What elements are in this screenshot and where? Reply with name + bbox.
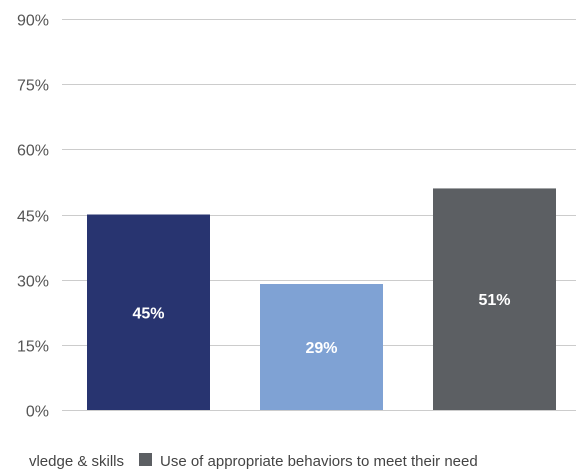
bar <box>260 284 383 410</box>
y-tick-label: 90% <box>17 13 49 30</box>
legend: vledge & skills Use of appropriate behavi… <box>29 453 478 470</box>
y-tick-label: 30% <box>17 274 49 291</box>
y-tick-label: 75% <box>17 78 49 95</box>
y-tick-label: 15% <box>17 339 49 356</box>
y-axis-tick-labels: 0% 15% 30% 45% 60% 75% 90% <box>17 13 49 421</box>
bar-data-label: 29% <box>305 340 337 357</box>
bar <box>433 188 556 410</box>
legend-label: Use of appropriate behaviors to meet the… <box>160 453 478 470</box>
bar <box>87 214 210 410</box>
y-tick-label: 0% <box>26 404 49 421</box>
legend-label: vledge & skills <box>29 453 124 470</box>
bars <box>87 188 556 410</box>
y-tick-label: 60% <box>17 143 49 160</box>
y-tick-label: 45% <box>17 209 49 226</box>
bar-data-label: 51% <box>478 292 510 309</box>
legend-swatch <box>139 453 152 466</box>
bar-data-labels: 45% 29% 51% <box>132 292 510 357</box>
bar-data-label: 45% <box>132 305 164 322</box>
